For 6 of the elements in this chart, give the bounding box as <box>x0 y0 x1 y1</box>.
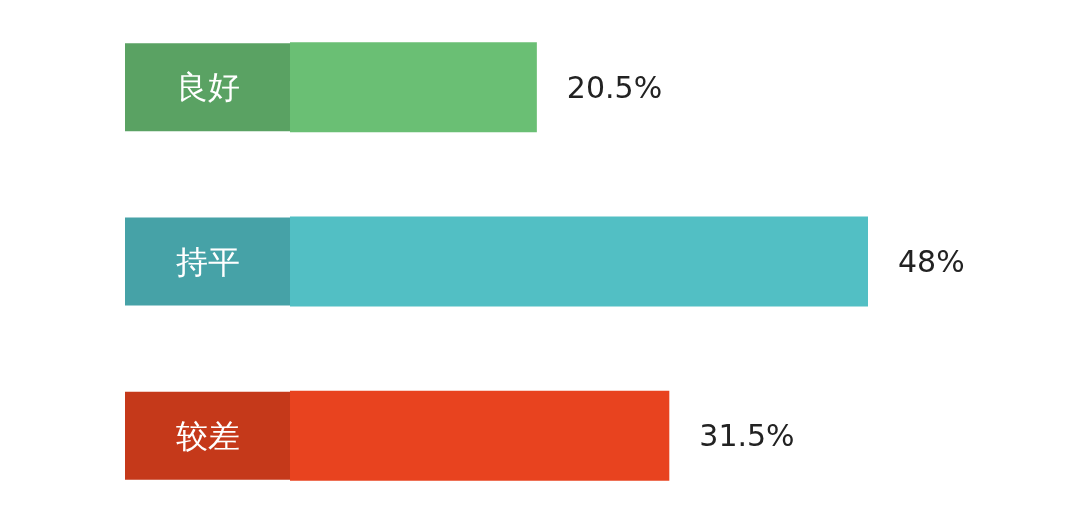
data-label: 20.5% <box>566 69 663 105</box>
data-label: 48% <box>898 244 965 279</box>
data-label: 31.5% <box>699 418 795 454</box>
y-tick-label: 良好 <box>175 68 240 107</box>
y-tick-label: 持平 <box>175 242 240 281</box>
y-tick-label: 较差 <box>175 416 240 455</box>
